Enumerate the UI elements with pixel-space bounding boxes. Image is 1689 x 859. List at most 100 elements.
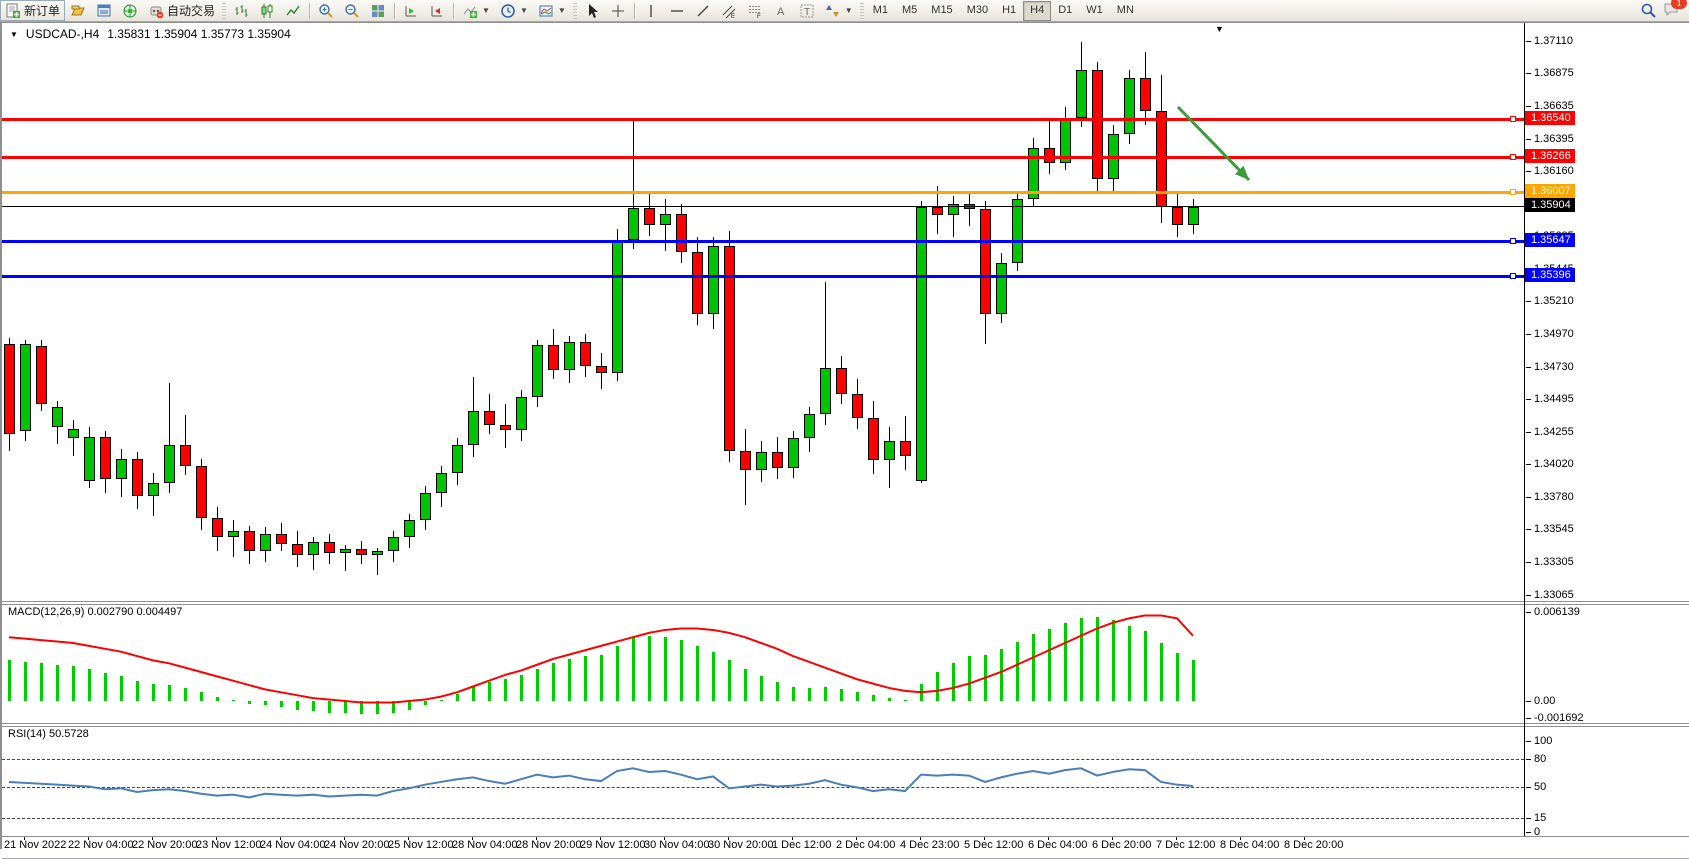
timeframe-button-m30[interactable]: M30 bbox=[966, 3, 989, 16]
candle bbox=[852, 394, 863, 418]
candle bbox=[452, 445, 463, 473]
macd-histogram-bar bbox=[1128, 625, 1131, 701]
horizontal-level-line[interactable] bbox=[2, 274, 1524, 278]
templates-button[interactable]: ▼ bbox=[533, 0, 571, 21]
macd-histogram-bar bbox=[1176, 653, 1179, 701]
timeframe-button-w1[interactable]: W1 bbox=[1086, 3, 1103, 16]
macd-histogram-bar bbox=[88, 669, 91, 701]
line-handle[interactable] bbox=[1510, 153, 1516, 160]
time-axis-label: 30 Nov 20:00 bbox=[708, 839, 774, 851]
candle bbox=[916, 206, 927, 481]
svg-text:T: T bbox=[804, 7, 810, 18]
timeframe-button-d1[interactable]: D1 bbox=[1058, 3, 1073, 16]
macd-histogram-bar bbox=[728, 660, 731, 701]
price-tick bbox=[1526, 595, 1531, 597]
candle bbox=[868, 417, 879, 461]
candle bbox=[996, 262, 1007, 314]
fibonacci-icon: F bbox=[748, 5, 761, 19]
candle bbox=[740, 450, 751, 470]
macd-histogram-bar bbox=[456, 693, 459, 701]
tile-windows-button[interactable] bbox=[365, 0, 391, 21]
time-axis-tick bbox=[472, 837, 473, 840]
time-axis-label: 24 Nov 20:00 bbox=[324, 839, 390, 851]
panel-separator[interactable] bbox=[2, 723, 1689, 724]
timeframe-button-m15[interactable]: M15 bbox=[931, 3, 953, 16]
macd-histogram-bar bbox=[776, 682, 779, 701]
arrows-button[interactable]: ▼ bbox=[820, 0, 858, 21]
line-handle[interactable] bbox=[1510, 189, 1516, 196]
candle bbox=[644, 208, 655, 225]
candle bbox=[228, 531, 239, 537]
chart-shift-button[interactable] bbox=[398, 0, 424, 21]
timeframe-button-h1[interactable]: H1 bbox=[1002, 3, 1017, 16]
macd-histogram-bar bbox=[888, 698, 891, 701]
price-tick bbox=[1526, 73, 1531, 75]
cursor-button[interactable] bbox=[579, 0, 605, 21]
time-axis-label: 6 Dec 20:00 bbox=[1092, 839, 1152, 851]
periods-button[interactable]: ▼ bbox=[495, 0, 533, 21]
toolbar-separator bbox=[394, 2, 396, 19]
candle bbox=[244, 531, 255, 551]
horizontal-line-button[interactable] bbox=[664, 0, 690, 21]
candle bbox=[788, 438, 799, 469]
new-order-button[interactable]: 新订单 bbox=[0, 0, 66, 21]
profiles-icon bbox=[71, 5, 85, 15]
macd-histogram-bar bbox=[920, 683, 923, 701]
auto-scroll-icon bbox=[431, 5, 443, 16]
search-icon[interactable] bbox=[1640, 2, 1657, 19]
time-axis-tick bbox=[600, 837, 601, 840]
autotrading-button[interactable]: 自动交易 bbox=[143, 0, 220, 21]
line-handle[interactable] bbox=[1510, 272, 1516, 279]
notifications-button[interactable]: 1 bbox=[1663, 0, 1687, 20]
toolbar-grip bbox=[222, 2, 227, 19]
price-tick-label: 1.36160 bbox=[1534, 165, 1574, 178]
zoom-out-button[interactable] bbox=[339, 0, 365, 21]
line-handle[interactable] bbox=[1510, 116, 1516, 123]
line-chart-button[interactable] bbox=[280, 0, 306, 21]
rsi-level-line bbox=[2, 818, 1524, 820]
macd-histogram-bar bbox=[152, 683, 155, 701]
candle bbox=[708, 246, 719, 314]
horizontal-level-line[interactable] bbox=[2, 118, 1524, 122]
candle bbox=[1124, 77, 1135, 135]
vertical-line-button[interactable] bbox=[638, 0, 664, 21]
bar-chart-icon bbox=[235, 4, 248, 17]
indicators-button[interactable]: ▼ bbox=[457, 0, 495, 21]
price-tick bbox=[1526, 41, 1531, 42]
macd-histogram-bar bbox=[216, 696, 219, 701]
horizontal-level-line[interactable] bbox=[2, 191, 1524, 195]
profiles-button[interactable] bbox=[65, 0, 91, 21]
candle-wick bbox=[169, 383, 170, 494]
zoom-in-icon bbox=[319, 3, 333, 18]
zoom-in-button[interactable] bbox=[313, 0, 339, 21]
candlestick-chart-button[interactable] bbox=[254, 0, 280, 21]
macd-histogram-bar bbox=[600, 654, 603, 701]
line-handle[interactable] bbox=[1510, 238, 1516, 245]
crosshair-button[interactable] bbox=[605, 0, 631, 21]
macd-axis-tick bbox=[1526, 612, 1531, 613]
timeframe-button-h4[interactable]: H4 bbox=[1023, 0, 1052, 21]
auto-scroll-button[interactable] bbox=[424, 0, 450, 21]
panel-separator[interactable] bbox=[2, 601, 1689, 602]
price-tick-label: 1.36395 bbox=[1534, 132, 1574, 145]
channel-button[interactable]: E bbox=[716, 0, 742, 21]
timeframe-button-m1[interactable]: M1 bbox=[872, 3, 888, 16]
navigator-button[interactable] bbox=[117, 0, 143, 21]
text-button[interactable]: A bbox=[768, 0, 794, 21]
label-button[interactable]: T bbox=[794, 0, 820, 21]
time-axis-label: 25 Nov 12:00 bbox=[388, 839, 454, 851]
market-watch-button[interactable] bbox=[91, 0, 117, 21]
toolbar-separator bbox=[309, 2, 311, 19]
timeframe-button-m5[interactable]: M5 bbox=[902, 3, 918, 16]
timeframe-button-mn[interactable]: MN bbox=[1116, 3, 1134, 16]
bar-chart-button[interactable] bbox=[228, 0, 254, 21]
candle bbox=[596, 365, 607, 373]
trendline-button[interactable] bbox=[690, 0, 716, 21]
macd-histogram-bar bbox=[1096, 616, 1099, 701]
horizontal-level-line[interactable] bbox=[2, 240, 1524, 244]
new-order-icon bbox=[6, 3, 20, 18]
horizontal-level-line[interactable] bbox=[2, 155, 1524, 159]
chart-shift-marker[interactable]: ▼ bbox=[1215, 24, 1224, 34]
fibonacci-button[interactable]: F bbox=[742, 0, 768, 21]
